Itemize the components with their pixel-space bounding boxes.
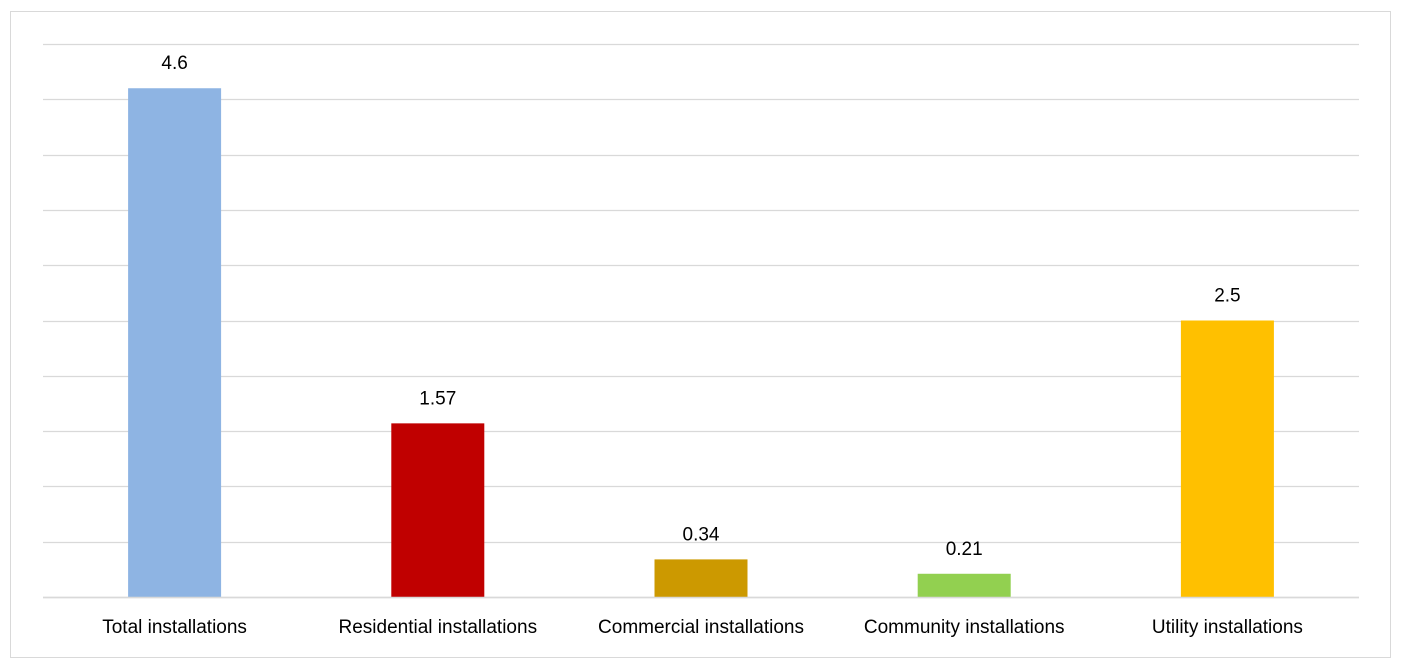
bar (128, 88, 222, 598)
bar (917, 573, 1011, 597)
category-labels: Total installations Residential installat… (102, 617, 1303, 638)
category-label: Commercial installations (598, 617, 804, 638)
data-label: 0.21 (946, 539, 983, 560)
category-label: Residential installations (339, 617, 538, 638)
data-label: 4.6 (161, 53, 187, 74)
gridlines (43, 43, 1359, 599)
data-labels: 4.6 1.57 0.34 0.21 2.5 (161, 53, 1240, 560)
category-label: Total installations (102, 617, 247, 638)
category-label: Utility installations (1152, 617, 1303, 638)
chart-frame (10, 11, 1391, 658)
bar (654, 559, 748, 597)
bar (1180, 320, 1274, 597)
data-label: 0.34 (683, 524, 720, 545)
data-label: 1.57 (419, 388, 456, 409)
category-label: Community installations (864, 617, 1065, 638)
bars (43, 88, 1359, 599)
bar (391, 423, 485, 597)
data-label: 2.5 (1214, 286, 1240, 307)
